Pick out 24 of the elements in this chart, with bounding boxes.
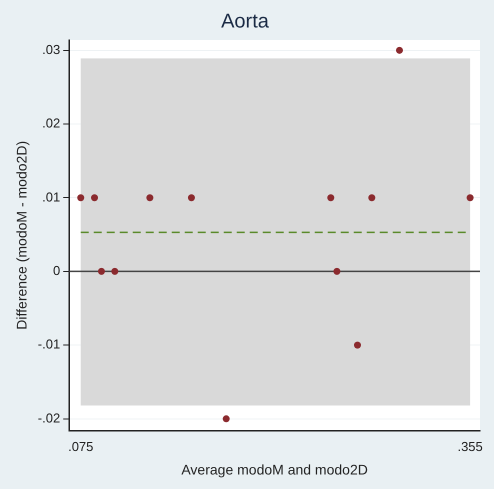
y-tick-label: -.01 (38, 336, 60, 352)
point (327, 194, 334, 202)
point (188, 194, 195, 202)
point (368, 194, 376, 202)
point (466, 194, 474, 202)
y-tick-label: .01 (42, 189, 60, 204)
y-tick-label: -.02 (38, 410, 60, 426)
point (146, 194, 154, 202)
point (98, 268, 105, 275)
chart-title: Aorta (221, 10, 270, 33)
point (354, 342, 361, 349)
y-tick-label: 0 (52, 262, 60, 278)
point (91, 194, 98, 202)
x-axis-title: Average modoM and modo2D (181, 461, 368, 478)
y-tick-label: .02 (42, 116, 60, 131)
point (77, 194, 84, 202)
x-tick-label: .075 (68, 438, 94, 454)
x-tick-label: .355 (457, 438, 483, 454)
point (333, 268, 340, 275)
point (222, 415, 230, 422)
y-axis-title: Difference (modoM - modo2D) (13, 140, 30, 330)
y-tick-label: .03 (42, 42, 60, 57)
point (111, 268, 118, 275)
point (396, 46, 403, 54)
